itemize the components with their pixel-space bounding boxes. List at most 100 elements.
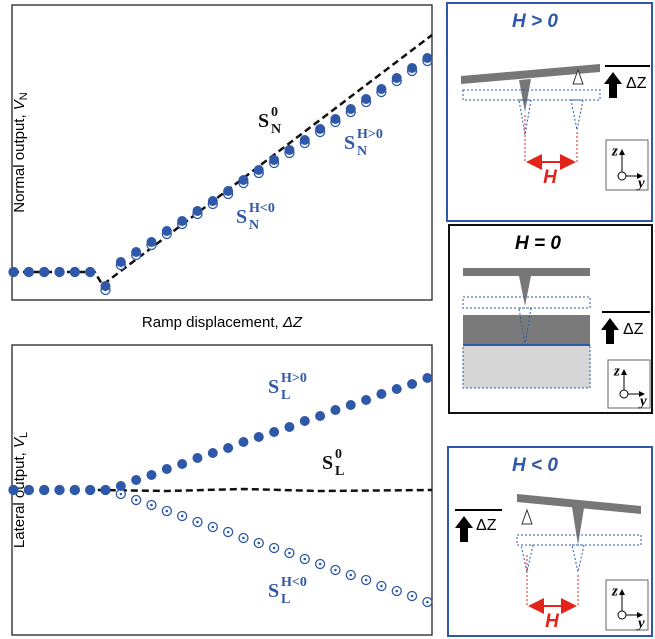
- filled-dot: [23, 267, 34, 277]
- series-sub: L: [335, 464, 344, 479]
- filled-dot: [391, 384, 402, 394]
- filled-dot: [39, 267, 50, 277]
- axis-z: z: [611, 583, 618, 599]
- panel-title: H = 0: [515, 233, 561, 254]
- filled-dot: [238, 175, 249, 185]
- open-dot-center: [318, 562, 322, 566]
- open-dot-center: [150, 503, 153, 507]
- open-dot-center: [349, 573, 353, 577]
- reference-outline: [462, 296, 591, 309]
- tip-marker: [521, 508, 533, 525]
- open-dot-center: [426, 600, 429, 604]
- tip: [572, 507, 584, 545]
- y-label-text: Lateral output,: [11, 448, 28, 548]
- y-label-sub: N: [18, 92, 30, 100]
- x-axis-label: Ramp displacement, ΔZ: [142, 314, 303, 331]
- open-dot-center: [272, 546, 276, 550]
- axis-z: z: [613, 363, 620, 379]
- dz-arrow: [455, 516, 473, 542]
- panel-h-positive: H > 0 H ΔZ z y: [446, 2, 653, 222]
- open-dot: [299, 553, 310, 565]
- filled-dot: [69, 485, 80, 495]
- filled-dot: [177, 216, 188, 226]
- open-dot-center: [395, 589, 399, 593]
- dashed-line: [12, 34, 433, 287]
- y-label-text: Normal output,: [11, 110, 28, 213]
- panel-title: H > 0: [512, 11, 558, 32]
- dz-label: ΔZ: [623, 321, 644, 338]
- series-label: S H>0 L: [268, 371, 307, 403]
- plot-frame: [11, 4, 433, 301]
- filled-dot: [284, 145, 295, 155]
- open-dot-center: [196, 520, 199, 524]
- tip-outline: [518, 99, 532, 136]
- filled-dot: [131, 247, 142, 257]
- filled-dot: [23, 485, 34, 495]
- filled-dot: [100, 485, 111, 495]
- series-name: S: [258, 110, 269, 132]
- y-axis-label: Normal output, VN: [11, 92, 30, 213]
- tip-outline: [571, 544, 585, 573]
- filled-dot: [207, 448, 218, 458]
- open-dot: [161, 505, 172, 517]
- open-dot: [422, 596, 433, 608]
- cantilever: [463, 268, 590, 276]
- tip: [519, 276, 531, 306]
- open-dot-center: [303, 557, 307, 561]
- series-sup: 0: [335, 447, 342, 462]
- filled-dot: [161, 464, 172, 474]
- filled-dot: [238, 437, 249, 447]
- series-sub: L: [281, 388, 290, 403]
- filled-dot: [407, 63, 418, 73]
- axes-inset: [605, 579, 649, 631]
- filled-dot: [85, 485, 96, 495]
- series-name: S: [268, 580, 279, 602]
- open-dot: [146, 499, 157, 511]
- open-dot-center: [242, 536, 245, 540]
- h-label: H: [543, 167, 558, 188]
- series-sub: N: [271, 122, 281, 137]
- open-dot: [376, 580, 387, 592]
- tip-outline: [570, 99, 584, 131]
- y-label-sub: L: [18, 432, 30, 438]
- series-label: S H<0 L: [268, 575, 307, 607]
- h-label: H: [545, 611, 560, 632]
- filled-dot: [253, 165, 264, 175]
- series-name: S: [344, 132, 355, 154]
- open-dot: [238, 532, 249, 544]
- series-sup: H<0: [281, 575, 307, 590]
- open-dot: [330, 564, 341, 576]
- open-dot-center: [364, 578, 368, 582]
- series-name: S: [236, 206, 247, 228]
- filled-dot: [376, 389, 387, 399]
- filled-dot: [177, 459, 188, 469]
- open-dot: [391, 585, 402, 597]
- filled-dot: [376, 84, 387, 94]
- series-sup: H>0: [357, 127, 383, 142]
- series-sub: N: [249, 218, 259, 233]
- filled-dot: [146, 237, 157, 247]
- filled-dot: [315, 411, 326, 421]
- axis-y: y: [636, 175, 645, 191]
- filled-dot: [39, 485, 50, 495]
- axis-z: z: [611, 143, 618, 159]
- dz-label: ΔZ: [476, 517, 497, 534]
- open-dot: [207, 521, 218, 533]
- series-sup: 0: [271, 105, 278, 120]
- filled-dot: [330, 405, 341, 415]
- dz-arrow: [604, 72, 622, 98]
- series-sub: L: [281, 592, 290, 607]
- filled-dot: [8, 485, 19, 495]
- axis-origin: [617, 171, 627, 181]
- series-sub: N: [357, 144, 367, 159]
- tip-outline: [518, 307, 532, 346]
- filled-dot: [161, 226, 172, 236]
- filled-dot: [115, 481, 126, 491]
- axis-origin: [617, 610, 627, 620]
- panel-h-negative: H < 0 H ΔZ z y: [447, 446, 653, 637]
- open-dot-center: [134, 498, 138, 502]
- filled-dot: [422, 373, 433, 383]
- series-label: S H>0 N: [344, 127, 383, 159]
- open-dot-center: [211, 525, 215, 529]
